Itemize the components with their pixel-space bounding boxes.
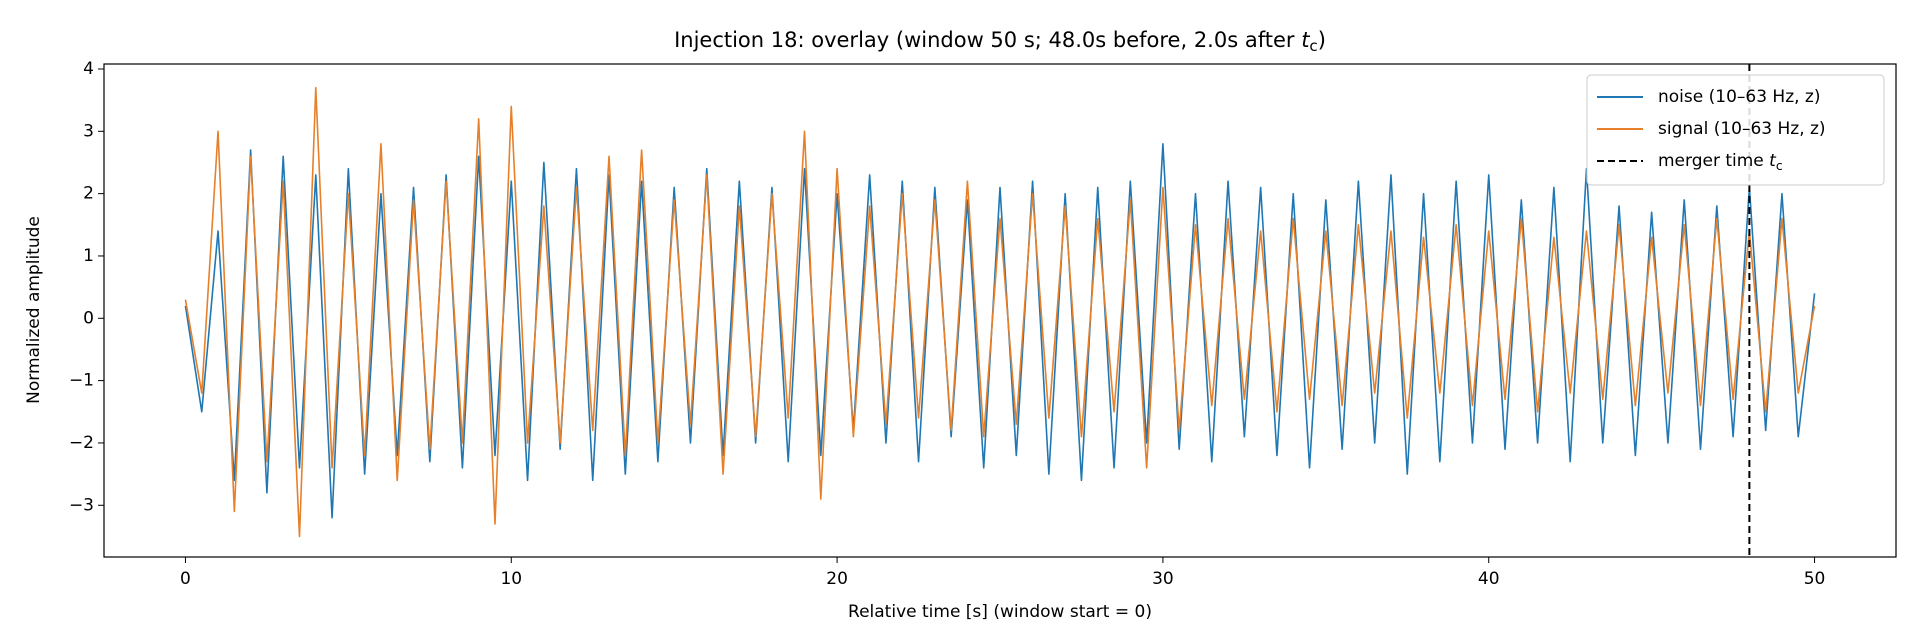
y-tick-label: 0 [83,308,94,328]
x-tick-label: 50 [1804,569,1826,589]
x-axis-label: Relative time [s] (window start = 0) [848,602,1152,622]
x-tick-label: 40 [1478,569,1500,589]
legend-label: noise (10–63 Hz, z) [1658,87,1821,107]
y-tick-label: −2 [69,433,94,453]
series-line [184,86,1816,538]
y-tick-label: 1 [83,246,94,266]
legend-box [1586,74,1885,186]
x-tick-label: 30 [1152,569,1174,589]
y-tick-label: 4 [83,59,94,79]
y-tick-label: 2 [83,184,94,204]
plot-frame [103,63,1897,558]
x-tick-label: 10 [500,569,522,589]
x-tick-label: 20 [826,569,848,589]
y-tick-label: 3 [83,121,94,141]
series-line [184,142,1816,519]
y-tick-label: −1 [69,371,94,391]
y-tick-label: −3 [69,495,94,515]
y-axis-label: Normalized amplitude [24,216,44,404]
legend-label: merger time tc​ [1658,151,1783,173]
chart-title: Injection 18: overlay (window 50 s; 48.0… [674,28,1326,55]
x-tick-label: 0 [180,569,191,589]
legend-label: signal (10–63 Hz, z) [1658,119,1826,139]
